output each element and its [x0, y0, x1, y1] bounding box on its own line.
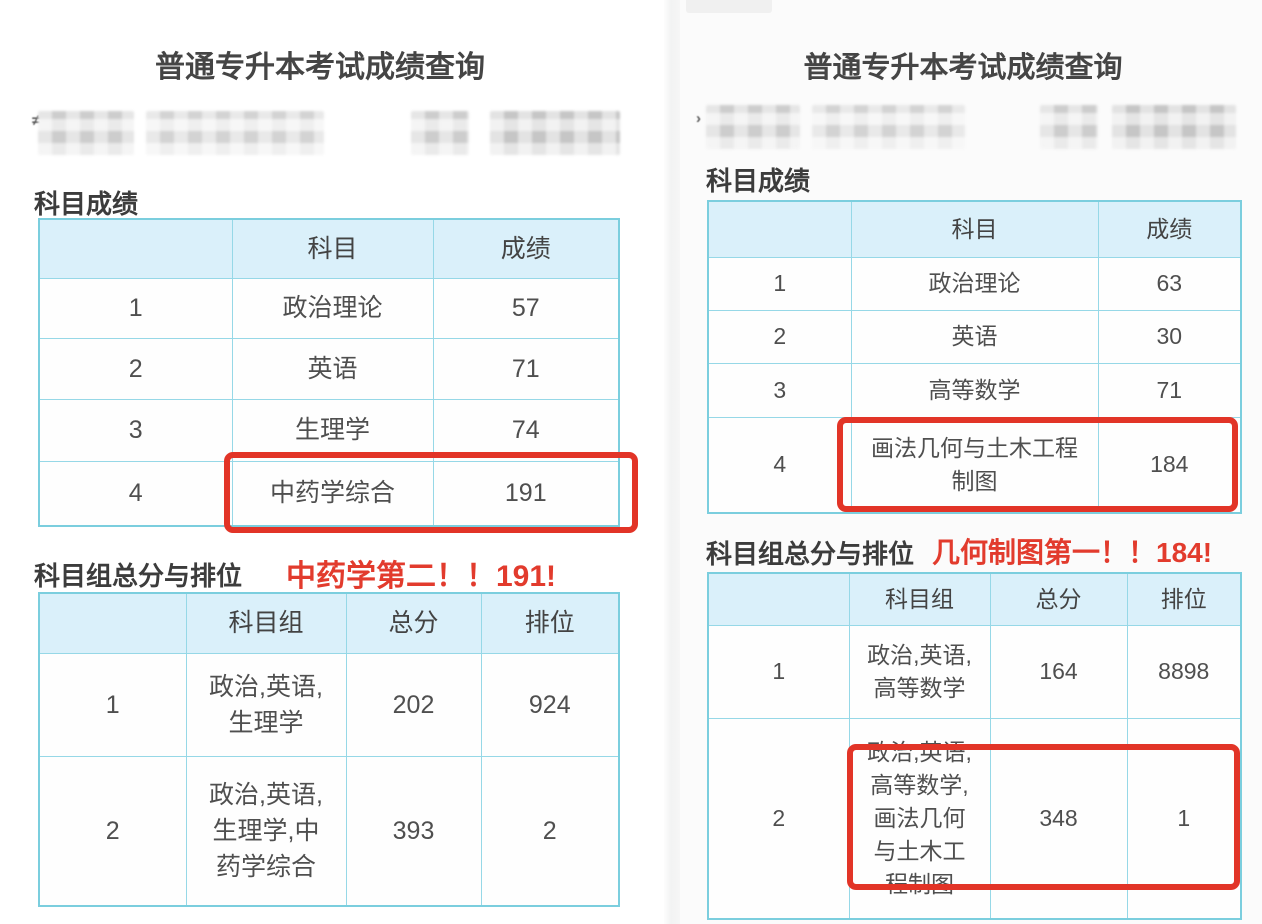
table-row-highlighted: 2 政治,英语, 生理学,中 药学综合 393 2 [38, 755, 620, 907]
annotation-subject-rank: 中药学第二！！191! [286, 560, 557, 593]
rank-cell: 1 [1126, 717, 1242, 920]
section-heading-subject-scores: 科目成绩 [34, 189, 139, 219]
index-cell: 3 [707, 362, 852, 418]
group-rank-table: 科目组 总分 排位 1 政治,英语, 高等数学 164 8898 2 政治,英语… [707, 572, 1242, 920]
group-cell: 政治,英语, 高等数学 [848, 624, 991, 719]
table-row: 2 英语 30 [707, 309, 1242, 364]
table-row: 2 英语 71 [38, 337, 620, 400]
subject-cell: 中药学综合 [231, 460, 434, 527]
table-row: 1 政治理论 63 [707, 256, 1242, 311]
index-cell: 4 [38, 460, 233, 527]
table-header-row: 科目 成绩 [707, 200, 1242, 258]
subject-cell: 高等数学 [850, 362, 1099, 418]
subject-score-table: 科目 成绩 1 政治理论 57 2 英语 71 3 生理学 74 4 中药学综合 [38, 218, 620, 527]
total-cell: 348 [989, 717, 1128, 920]
header-cell: 科目 [231, 218, 434, 279]
header-cell [707, 572, 850, 626]
subject-score-table: 科目 成绩 1 政治理论 63 2 英语 30 3 高等数学 71 4 画法几何… [707, 200, 1242, 514]
index-cell: 1 [707, 256, 852, 311]
subject-cell: 画法几何与土木工程 制图 [850, 416, 1099, 514]
group-cell: 政治,英语, 生理学,中 药学综合 [185, 755, 347, 907]
redacted-block [812, 105, 965, 149]
total-cell: 393 [345, 755, 482, 907]
subject-cell: 政治理论 [850, 256, 1099, 311]
header-cell: 总分 [345, 592, 482, 654]
table-row-highlighted: 4 画法几何与土木工程 制图 184 [707, 416, 1242, 514]
index-cell: 4 [707, 416, 852, 514]
header-cell: 成绩 [1097, 200, 1242, 258]
index-cell: 1 [707, 624, 850, 719]
score-cell: 57 [432, 277, 620, 339]
index-cell: 2 [707, 717, 850, 920]
redaction-mark: › [696, 110, 701, 127]
section-heading-subject-scores: 科目成绩 [706, 166, 811, 196]
index-cell: 1 [38, 277, 233, 339]
redacted-personal-info: ≠ [32, 110, 620, 158]
index-cell: 2 [38, 755, 187, 907]
group-cell: 政治,英语, 生理学 [185, 652, 347, 757]
header-cell: 排位 [480, 592, 620, 654]
rank-cell: 924 [480, 652, 620, 757]
header-cell: 科目组 [185, 592, 347, 654]
page-title: 普通专升本考试成绩查询 [155, 51, 485, 84]
header-cell: 科目组 [848, 572, 991, 626]
subject-cell: 英语 [231, 337, 434, 400]
redacted-block [490, 111, 620, 155]
redacted-block [1040, 105, 1098, 149]
table-row: 1 政治,英语, 生理学 202 924 [38, 652, 620, 757]
section-heading-group-rank: 科目组总分与排位 [34, 561, 243, 591]
table-header-row: 科目 成绩 [38, 218, 620, 279]
table-row: 1 政治,英语, 高等数学 164 8898 [707, 624, 1242, 719]
total-cell: 164 [989, 624, 1128, 719]
header-cell [38, 592, 187, 654]
index-cell: 1 [38, 652, 187, 757]
result-panel-left: 普通专升本考试成绩查询 ≠ 科目成绩 科目 成绩 1 政治理论 57 2 [32, 51, 638, 907]
result-panel-right: 普通专升本考试成绩查询 › 科目成绩 科目 成绩 1 政治理论 63 2 [680, 0, 1262, 924]
header-cell: 科目 [850, 200, 1099, 258]
redacted-block [1112, 105, 1236, 149]
rank-cell: 2 [480, 755, 620, 907]
redacted-block [146, 111, 324, 155]
subject-cell: 生理学 [231, 398, 434, 462]
header-cell: 总分 [989, 572, 1128, 626]
screenshot-edge-artifact [686, 0, 772, 13]
table-header-row: 科目组 总分 排位 [38, 592, 620, 654]
score-cell: 191 [432, 460, 620, 527]
score-cell: 30 [1097, 309, 1242, 364]
header-cell: 排位 [1126, 572, 1242, 626]
score-cell: 63 [1097, 256, 1242, 311]
table-row: 3 生理学 74 [38, 398, 620, 462]
redacted-personal-info: › [696, 104, 1238, 152]
score-cell: 184 [1097, 416, 1242, 514]
redaction-mark: ≠ [32, 112, 41, 129]
header-cell: 成绩 [432, 218, 620, 279]
subject-cell: 英语 [850, 309, 1099, 364]
redacted-block [38, 111, 134, 155]
group-rank-table: 科目组 总分 排位 1 政治,英语, 生理学 202 924 2 政治,英语, … [38, 592, 620, 907]
redacted-block [706, 105, 800, 149]
index-cell: 2 [707, 309, 852, 364]
score-cell: 74 [432, 398, 620, 462]
table-header-row: 科目组 总分 排位 [707, 572, 1242, 626]
rank-cell: 8898 [1126, 624, 1242, 719]
panel-divider [664, 0, 680, 924]
total-cell: 202 [345, 652, 482, 757]
page-title: 普通专升本考试成绩查询 [803, 52, 1123, 84]
subject-cell: 政治理论 [231, 277, 434, 339]
redacted-block [411, 111, 469, 155]
index-cell: 3 [38, 398, 233, 462]
table-row-highlighted: 2 政治,英语, 高等数学, 画法几何 与土木工 程制图 348 1 [707, 717, 1242, 920]
header-cell [707, 200, 852, 258]
header-cell [38, 218, 233, 279]
table-row: 3 高等数学 71 [707, 362, 1242, 418]
score-cell: 71 [1097, 362, 1242, 418]
group-cell: 政治,英语, 高等数学, 画法几何 与土木工 程制图 [848, 717, 991, 920]
index-cell: 2 [38, 337, 233, 400]
table-row-highlighted: 4 中药学综合 191 [38, 460, 620, 527]
score-cell: 71 [432, 337, 620, 400]
table-row: 1 政治理论 57 [38, 277, 620, 339]
section-heading-group-rank: 科目组总分与排位 [706, 539, 915, 569]
annotation-subject-rank: 几何制图第一！！184! [932, 537, 1213, 568]
